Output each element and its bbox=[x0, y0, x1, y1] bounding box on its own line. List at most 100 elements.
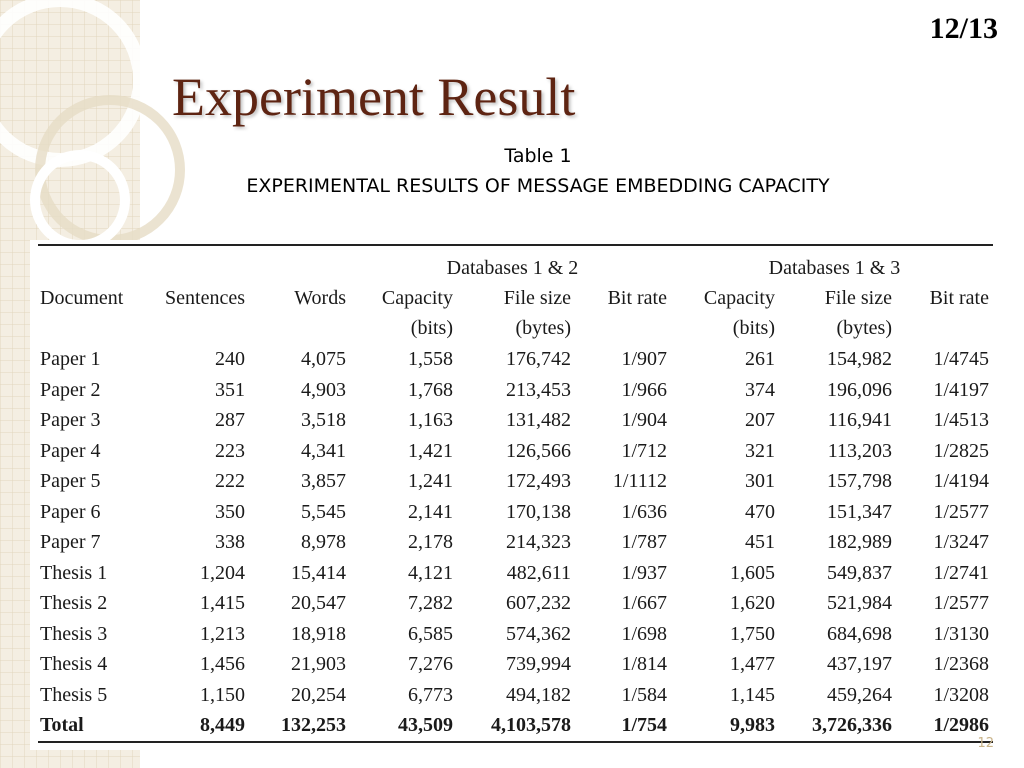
table-cell: 182,989 bbox=[827, 531, 892, 553]
table-cell: 1,150 bbox=[200, 683, 245, 706]
table-cell: 451 bbox=[745, 531, 775, 553]
table-label: Table 1 bbox=[504, 145, 572, 167]
table-cell: 151,347 bbox=[827, 500, 892, 523]
table-cell: 1/2577 bbox=[933, 500, 989, 523]
table-cell: 154,982 bbox=[827, 348, 892, 370]
table-cell: 196,096 bbox=[827, 378, 892, 401]
table-cell: 1,145 bbox=[730, 683, 775, 706]
table-cell: 8,978 bbox=[301, 531, 346, 553]
total-cell: 1/754 bbox=[621, 714, 667, 736]
table-cell: 172,493 bbox=[506, 470, 571, 492]
table-cell: 157,798 bbox=[827, 470, 892, 492]
table-cell: 214,323 bbox=[506, 531, 571, 553]
table-cell: 287 bbox=[215, 409, 245, 431]
table-cell: 1/4194 bbox=[933, 470, 989, 492]
table-bottom-rule bbox=[38, 741, 993, 743]
column-header: Bit rate bbox=[607, 287, 667, 309]
table-cell: 2,178 bbox=[408, 531, 453, 553]
table-cell: 1/2368 bbox=[933, 653, 989, 675]
table-cell: 1,456 bbox=[200, 653, 245, 675]
table-cell: 1/2577 bbox=[933, 592, 989, 614]
table-cell: 3,857 bbox=[301, 470, 346, 492]
table-cell: 1/3130 bbox=[933, 622, 989, 645]
table-cell: 321 bbox=[745, 439, 775, 462]
table-cell: 1,605 bbox=[730, 561, 775, 584]
page-number: 12/13 bbox=[929, 12, 998, 45]
table-cell: 1,163 bbox=[408, 409, 453, 431]
table-cell: 20,254 bbox=[291, 683, 346, 706]
table-cell: 4,341 bbox=[301, 439, 346, 462]
table-cell: 1,558 bbox=[408, 348, 453, 370]
row-label: Thesis 4 bbox=[40, 653, 108, 675]
table-cell: 113,203 bbox=[827, 439, 892, 462]
table-cell: 350 bbox=[215, 500, 245, 523]
table-cell: 1/712 bbox=[621, 439, 667, 462]
column-unit: (bits) bbox=[732, 317, 775, 339]
table-cell: 1/966 bbox=[621, 378, 667, 401]
table-cell: 1,241 bbox=[408, 470, 453, 492]
total-label: Total bbox=[40, 714, 84, 736]
table-cell: 18,918 bbox=[291, 622, 346, 645]
total-cell: 8,449 bbox=[200, 714, 245, 736]
slide-number: 12 bbox=[977, 736, 994, 751]
table-cell: 1/698 bbox=[621, 622, 667, 645]
total-cell: 3,726,336 bbox=[812, 714, 892, 736]
table-cell: 607,232 bbox=[506, 592, 571, 614]
table-cell: 1/2741 bbox=[933, 561, 989, 584]
table-cell: 4,903 bbox=[301, 378, 346, 401]
column-header: Capacity bbox=[381, 287, 453, 309]
table-cell: 1/814 bbox=[621, 653, 667, 675]
table-cell: 7,276 bbox=[408, 653, 453, 675]
row-label: Paper 4 bbox=[40, 439, 101, 462]
group-header: Databases 1 & 2 bbox=[446, 257, 579, 279]
row-label: Paper 2 bbox=[40, 378, 101, 401]
row-label: Paper 6 bbox=[40, 500, 101, 523]
table-cell: 176,742 bbox=[506, 348, 571, 370]
total-cell: 4,103,578 bbox=[491, 714, 571, 736]
table-cell: 1/3208 bbox=[933, 683, 989, 706]
table-caption: EXPERIMENTAL RESULTS OF MESSAGE EMBEDDIN… bbox=[246, 175, 830, 197]
table-cell: 131,482 bbox=[506, 409, 571, 431]
column-unit: (bits) bbox=[410, 317, 453, 339]
table-cell: 6,773 bbox=[408, 683, 453, 706]
table-cell: 1/937 bbox=[621, 561, 667, 584]
table-cell: 374 bbox=[745, 378, 775, 401]
table-cell: 2,141 bbox=[408, 500, 453, 523]
table-cell: 521,984 bbox=[827, 592, 892, 614]
table-cell: 1,477 bbox=[730, 653, 775, 675]
table-top-rule bbox=[38, 244, 993, 246]
row-label: Thesis 3 bbox=[40, 622, 108, 645]
table-cell: 1,204 bbox=[200, 561, 245, 584]
table-cell: 21,903 bbox=[291, 653, 346, 675]
table-cell: 1/667 bbox=[621, 592, 667, 614]
table-cell: 1,213 bbox=[200, 622, 245, 645]
row-label: Paper 1 bbox=[40, 348, 101, 370]
total-cell: 132,253 bbox=[281, 714, 346, 736]
table-cell: 223 bbox=[215, 439, 245, 462]
table-cell: 482,611 bbox=[506, 561, 571, 584]
table-cell: 170,138 bbox=[506, 500, 571, 523]
column-header: Capacity bbox=[703, 287, 775, 309]
table-cell: 4,075 bbox=[301, 348, 346, 370]
table-cell: 207 bbox=[745, 409, 775, 431]
table-cell: 549,837 bbox=[827, 561, 892, 584]
column-unit: (bytes) bbox=[515, 317, 571, 339]
table-cell: 5,545 bbox=[301, 500, 346, 523]
table-cell: 222 bbox=[215, 470, 245, 492]
table-cell: 1,750 bbox=[730, 622, 775, 645]
table-cell: 459,264 bbox=[827, 683, 892, 706]
total-cell: 1/2986 bbox=[933, 714, 989, 736]
table-cell: 1/636 bbox=[621, 500, 667, 523]
table-cell: 574,362 bbox=[506, 622, 571, 645]
row-label: Thesis 5 bbox=[40, 683, 108, 706]
total-cell: 9,983 bbox=[730, 714, 775, 736]
table-cell: 126,566 bbox=[506, 439, 571, 462]
table-cell: 261 bbox=[745, 348, 775, 370]
table-cell: 1,620 bbox=[730, 592, 775, 614]
total-cell: 43,509 bbox=[398, 714, 453, 736]
column-unit: (bytes) bbox=[836, 317, 892, 339]
table-cell: 1/907 bbox=[621, 348, 667, 370]
row-label: Thesis 2 bbox=[40, 592, 108, 614]
row-label: Paper 3 bbox=[40, 409, 101, 431]
